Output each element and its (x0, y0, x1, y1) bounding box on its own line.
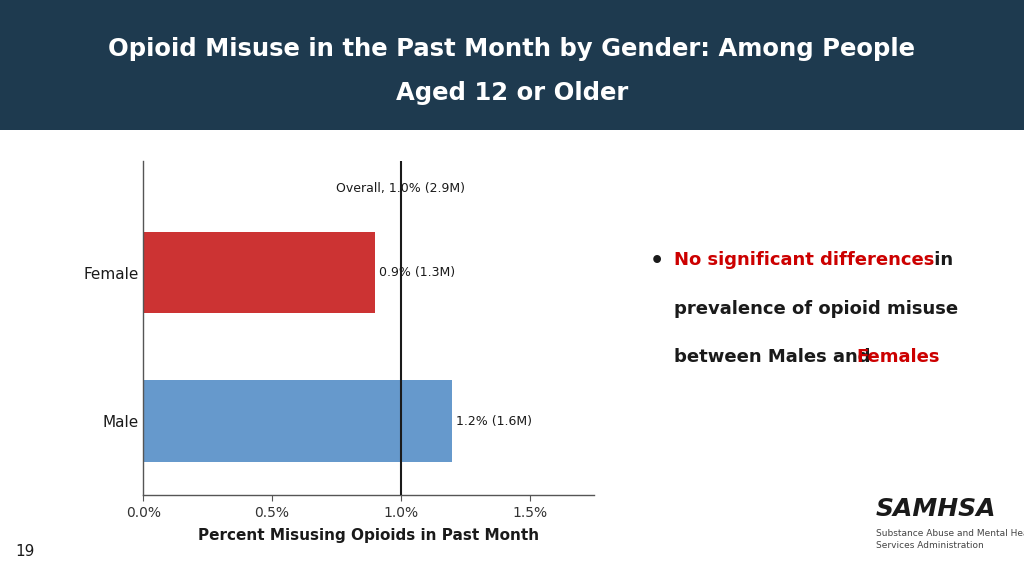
Bar (143, 232, 375, 313)
Text: 1.2% (1.6M): 1.2% (1.6M) (456, 415, 532, 427)
Text: 0.9% (1.3M): 0.9% (1.3M) (379, 266, 455, 279)
Text: Substance Abuse and Mental Health
Services Administration: Substance Abuse and Mental Health Servic… (876, 529, 1024, 550)
Text: Overall, 1.0% (2.9M): Overall, 1.0% (2.9M) (336, 183, 465, 195)
Text: Aged 12 or Older: Aged 12 or Older (396, 81, 628, 105)
Text: •: • (650, 251, 665, 271)
Text: Opioid Misuse in the Past Month by Gender: Among People: Opioid Misuse in the Past Month by Gende… (109, 37, 915, 61)
Text: Females: Females (856, 348, 940, 366)
Bar (143, 380, 453, 462)
Text: between Males and: between Males and (674, 348, 877, 366)
Text: SAMHSA: SAMHSA (876, 497, 996, 521)
Text: in: in (928, 251, 953, 268)
Text: No significant differences: No significant differences (674, 251, 934, 268)
Text: prevalence of opioid misuse: prevalence of opioid misuse (674, 300, 957, 317)
X-axis label: Percent Misusing Opioids in Past Month: Percent Misusing Opioids in Past Month (198, 528, 540, 543)
Text: 19: 19 (15, 544, 35, 559)
